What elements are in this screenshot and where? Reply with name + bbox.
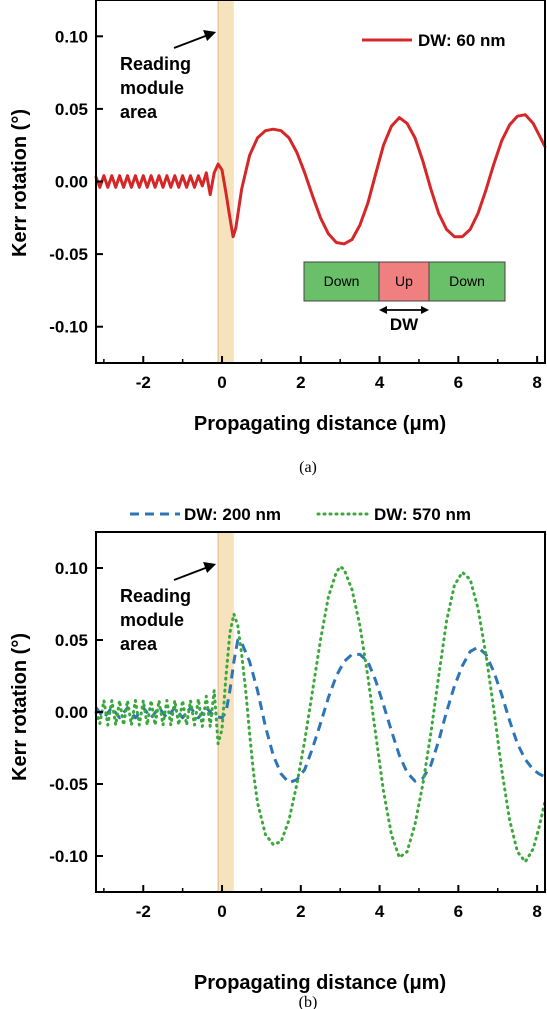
inset-dw-label: DW	[390, 315, 419, 334]
y-tick-label: 0.00	[55, 173, 88, 192]
plot-area: Reading module area DW: 200 nm DW: 570 nm	[94, 505, 547, 893]
series-line-2	[94, 565, 547, 864]
annotation-text: module	[120, 610, 184, 630]
annotation-arrowhead	[203, 30, 217, 41]
y-axis-label: Kerr rotation (°)	[9, 633, 31, 781]
annotation-text: Reading	[120, 54, 191, 74]
x-tick-label: 2	[296, 902, 305, 921]
inset-box-down-right-label: Down	[449, 273, 485, 289]
x-tick-label: 2	[296, 373, 305, 392]
caption: (a)	[299, 459, 317, 476]
y-tick-label: 0.10	[55, 27, 88, 46]
series-line-1	[94, 638, 546, 785]
inset-box-down-left	[303, 261, 380, 302]
x-axis-label: Propagating distance (μm)	[194, 413, 446, 435]
x-tick-label: 0	[217, 373, 226, 392]
inset-dw-arrowhead-left	[379, 306, 387, 314]
y-tick-label: 0.05	[55, 100, 88, 119]
y-tick-label: 0.10	[55, 559, 88, 578]
y-tick-label: -0.10	[49, 847, 88, 866]
y-tick-label: -0.05	[49, 775, 88, 794]
inset-dw-arrowhead-right	[421, 306, 429, 314]
y-tick-label: 0.05	[55, 631, 88, 650]
y-tick-label: -0.10	[49, 318, 88, 337]
reading-module-highlight	[218, 532, 234, 892]
y-axis-ticks: 0.10 0.05 0.00 -0.05 -0.10	[49, 559, 103, 866]
annotation-text: area	[120, 634, 158, 654]
x-axis-label: Propagating distance (μm)	[194, 972, 446, 994]
y-tick-label: -0.05	[49, 245, 88, 264]
x-axis-ticks: -2 0 2 4 6 8	[103, 356, 542, 392]
chart-panel-b: Reading module area DW: 200 nm DW: 570 nm -2…	[9, 505, 547, 1009]
annotation-arrow	[173, 34, 209, 49]
x-tick-label: 6	[454, 373, 463, 392]
x-tick-label: -2	[136, 902, 151, 921]
annotation-arrow	[173, 566, 209, 581]
x-tick-label: 4	[375, 373, 385, 392]
x-tick-label: 6	[454, 902, 463, 921]
x-tick-label: 4	[375, 902, 385, 921]
x-tick-label: 0	[217, 902, 226, 921]
legend-label-dw-200: DW: 200 nm	[184, 505, 281, 524]
annotation-text: module	[120, 78, 184, 98]
y-axis-label: Kerr rotation (°)	[9, 109, 31, 257]
plot-area: Reading module area DW: 60 nm Down Up Down DW	[94, 0, 547, 364]
annotation-text: area	[120, 102, 158, 122]
chart-panel-a: Reading module area DW: 60 nm Down Up Down DW -…	[9, 0, 547, 476]
annotation-text: Reading	[120, 586, 191, 606]
x-tick-label: -2	[136, 373, 151, 392]
legend-label-dw-570: DW: 570 nm	[374, 505, 471, 524]
x-tick-label: 8	[532, 373, 541, 392]
y-tick-label: 0.00	[55, 703, 88, 722]
caption: (b)	[299, 994, 318, 1009]
x-tick-label: 8	[532, 902, 541, 921]
x-axis-ticks: -2 0 2 4 6 8	[103, 885, 542, 921]
inset-box-down-right	[428, 261, 506, 302]
annotation-arrowhead	[203, 562, 217, 573]
inset-box-down-left-label: Down	[324, 273, 360, 289]
y-axis-ticks: 0.10 0.05 0.00 -0.05 -0.10	[49, 27, 103, 337]
inset-box-up	[378, 261, 430, 302]
legend-label-dw-60: DW: 60 nm	[418, 31, 506, 50]
series-line-1	[94, 113, 547, 246]
inset-box-up-label: Up	[395, 273, 413, 289]
reading-module-highlight	[218, 0, 234, 363]
